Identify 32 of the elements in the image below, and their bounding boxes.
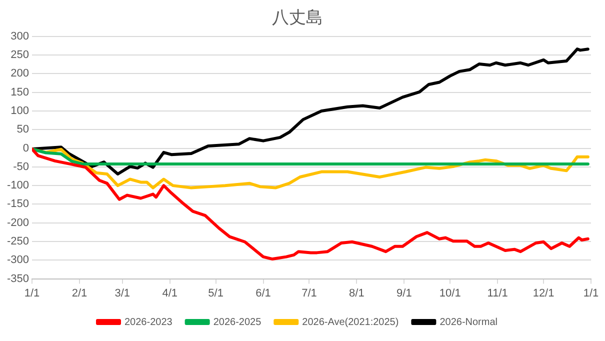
y-tick-label: -50 [13,160,30,173]
x-tick-label: 5/1 [208,287,224,300]
y-tick-label: 200 [10,68,30,80]
x-tick-label: 7/1 [302,287,317,300]
y-tick-label: -150 [6,198,30,210]
x-tick-label: 11/1 [487,287,508,300]
y-tick-label: -100 [6,180,30,192]
y-tick-label: 150 [10,86,30,98]
x-tick-label: 9/1 [396,287,412,300]
legend-label: 2026-Normal [440,316,498,328]
y-tick-label: 250 [10,49,30,62]
y-tick-label: 0 [22,142,30,154]
x-tick-label: 6/1 [256,287,271,300]
chart-title: 八丈島 [272,8,323,27]
x-tick-label: 8/1 [349,287,364,300]
y-tick-label: -300 [6,254,30,266]
y-tick-label: -200 [6,216,30,229]
x-tick-label: 1/1 [583,287,599,300]
x-tick-label: 4/1 [162,287,178,300]
x-tick-label: 12/1 [532,287,554,300]
x-tick-label: 10/1 [439,287,461,300]
y-tick-label: 100 [10,105,30,118]
legend-label: 2026-2023 [124,316,173,328]
y-tick-label: -350 [6,272,30,285]
y-tick-label: -250 [6,236,30,248]
y-tick-label: 300 [10,30,30,42]
legend-label: 2026-2025 [213,316,262,328]
x-tick-label: 1/1 [24,287,40,300]
legend-label: 2026-Ave(2021:2025) [302,316,399,328]
x-tick-label: 2/1 [72,287,88,300]
x-tick-label: 3/1 [114,287,130,300]
y-tick-label: 50 [16,124,30,136]
